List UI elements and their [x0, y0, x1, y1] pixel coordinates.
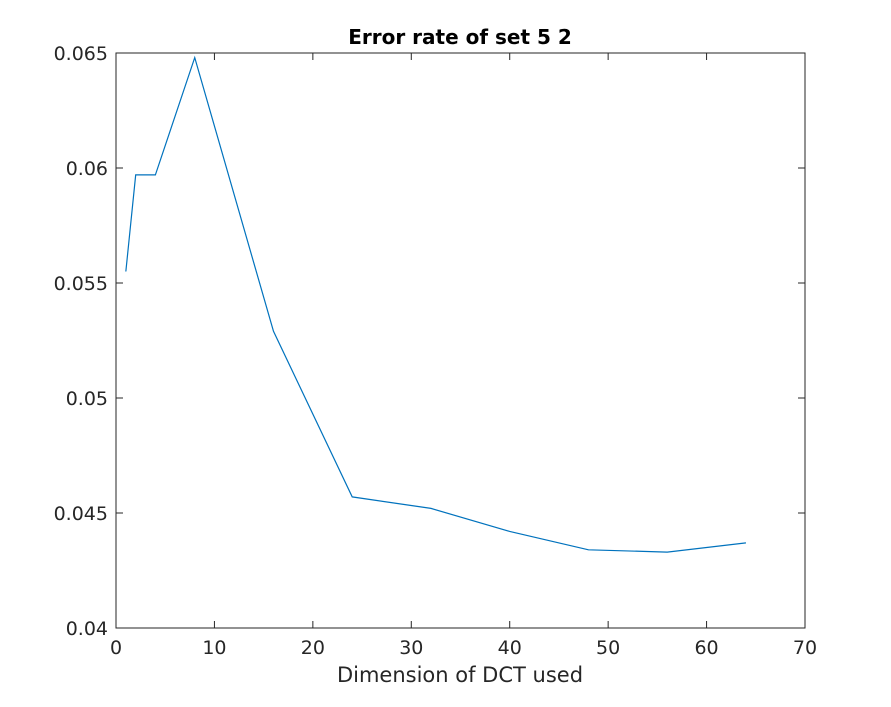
- x-tick-label: 10: [202, 637, 226, 659]
- x-tick-label: 20: [301, 637, 325, 659]
- x-tick-label: 0: [110, 637, 122, 659]
- y-tick-label: 0.045: [54, 503, 108, 525]
- y-tick-label: 0.05: [66, 388, 108, 410]
- x-tick-label: 40: [498, 637, 522, 659]
- y-tick-label: 0.065: [54, 43, 108, 65]
- y-tick-label: 0.055: [54, 273, 108, 295]
- y-tick-label: 0.04: [66, 618, 108, 640]
- x-tick-label: 50: [596, 637, 620, 659]
- x-axis-label: Dimension of DCT used: [337, 663, 583, 687]
- x-tick-label: 60: [694, 637, 718, 659]
- y-tick-labels: 0.04 0.045 0.05 0.055 0.06 0.065: [54, 43, 108, 640]
- x-tick-labels: 0 10 20 30 40 50 60 70: [110, 637, 817, 659]
- axis-ticks: [115, 52, 806, 629]
- x-tick-label: 30: [399, 637, 423, 659]
- plot-area: [115, 52, 806, 629]
- x-tick-label: 70: [793, 637, 817, 659]
- series-line: [125, 55, 747, 553]
- y-tick-label: 0.06: [66, 158, 108, 180]
- chart-title: Error rate of set 5 2: [348, 25, 572, 49]
